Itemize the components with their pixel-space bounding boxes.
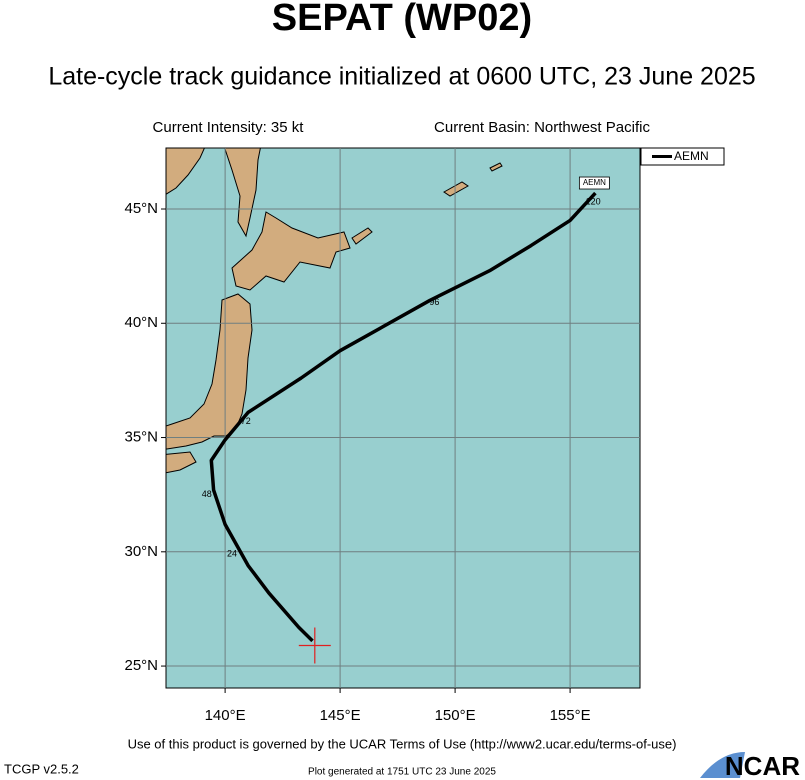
- hour-label: 120: [586, 197, 601, 207]
- hour-label: 96: [429, 297, 439, 307]
- track-line: [209, 191, 597, 643]
- x-tick-label: 155°E: [550, 707, 591, 724]
- map-frame: [165, 147, 641, 689]
- intensity: Current Intensity: 35 kt: [153, 119, 305, 136]
- kuril-3: [489, 162, 503, 172]
- generated: Plot generated at 1751 UTC 23 June 2025: [308, 767, 496, 778]
- track-tag-box: [578, 176, 610, 190]
- y-tick-label: 45°N: [124, 200, 158, 217]
- y-tick-label: 30°N: [124, 543, 158, 560]
- track-tag: AEMN: [583, 178, 606, 187]
- legend-label: AEMN: [674, 149, 709, 163]
- hour-label: 48: [202, 489, 212, 499]
- honshu: [166, 293, 253, 450]
- x-tick-label: 145°E: [320, 707, 361, 724]
- kuril-1: [351, 227, 373, 245]
- sakhalin: [224, 148, 261, 238]
- logo-swoosh: [700, 752, 745, 778]
- data-layer: 140°E 145°E 150°E 155°E 25°N 30°N 35°N 40°N 45°N…: [124, 147, 725, 724]
- y-tick-label: 35°N: [124, 429, 158, 446]
- current-position: [298, 627, 331, 664]
- x-tick-label: 150°E: [435, 707, 476, 724]
- x-tick-label: 140°E: [205, 707, 246, 724]
- mainland: [166, 148, 205, 195]
- logo: NCAR: [725, 751, 800, 780]
- chart-subtitle: Late-cycle track guidance initialized at…: [48, 63, 755, 91]
- land-layer: [166, 148, 503, 474]
- y-tick-label: 40°N: [124, 314, 158, 331]
- chart-title: SEPAT (WP02): [272, 0, 532, 39]
- hour-label: 72: [241, 416, 251, 426]
- footer: Use of this product is governed by the U…: [128, 736, 677, 751]
- basin: Current Basin: Northwest Pacific: [434, 119, 650, 136]
- hokkaido: [231, 211, 351, 291]
- version: TCGP v2.5.2: [4, 761, 79, 776]
- legend-box: [640, 147, 725, 166]
- shikoku: [166, 451, 197, 474]
- kuril-2: [443, 181, 469, 197]
- y-tick-label: 25°N: [124, 657, 158, 674]
- hour-label: 24: [227, 548, 237, 558]
